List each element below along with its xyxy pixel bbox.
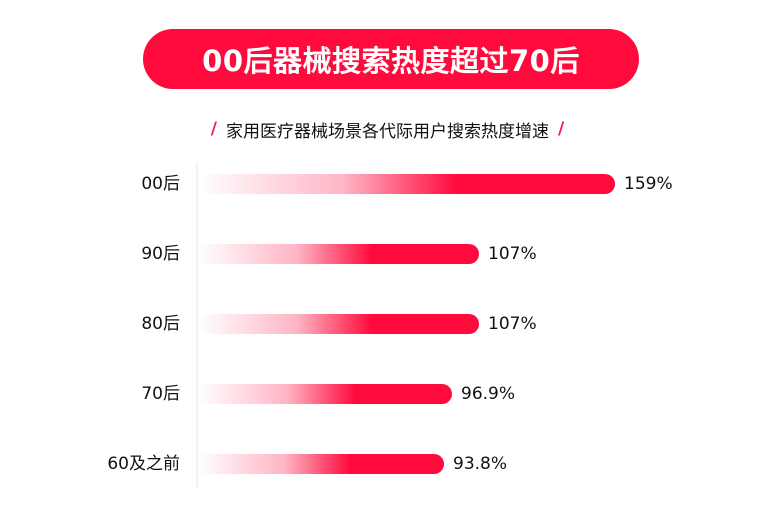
chart-subtitle-row: / 家用医疗器械场景各代际用户搜索热度增速 / [0, 118, 775, 142]
chart-title: 00后器械搜索热度超过70后 [143, 29, 639, 89]
bar-value-label: 159% [624, 174, 673, 194]
bar [198, 314, 479, 334]
bar-value-label: 107% [488, 244, 537, 264]
bar-value-label: 96.9% [461, 384, 516, 404]
bar [198, 384, 452, 404]
category-label: 60及之前 [107, 454, 180, 474]
subtitle-slash-left: / [210, 119, 217, 139]
chart-subtitle: 家用医疗器械场景各代际用户搜索热度增速 [226, 121, 549, 142]
category-label: 90后 [141, 244, 180, 264]
category-label: 00后 [141, 174, 180, 194]
subtitle-slash-right: / [558, 119, 565, 139]
bar [198, 244, 479, 264]
bar [198, 454, 444, 474]
category-axis-line [196, 162, 198, 488]
bar-value-label: 107% [488, 314, 537, 334]
category-label: 70后 [141, 384, 180, 404]
bar [198, 174, 615, 194]
bar-value-label: 93.8% [453, 454, 508, 474]
category-label: 80后 [141, 314, 180, 334]
